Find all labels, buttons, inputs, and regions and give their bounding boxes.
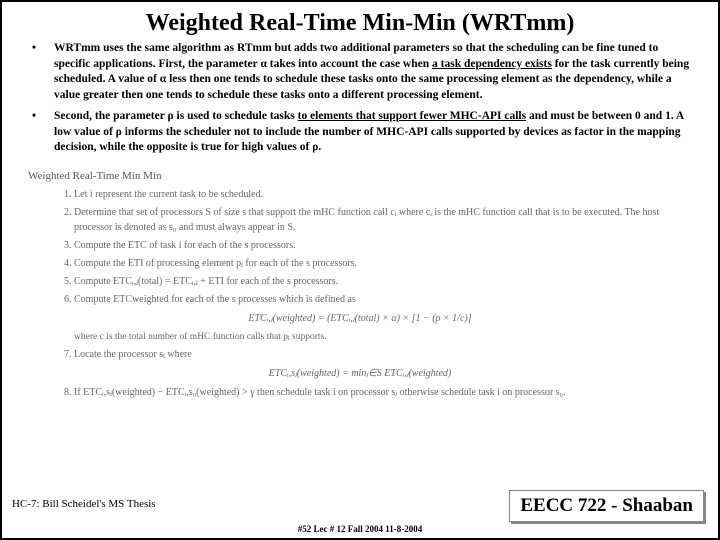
algo-step-5: Compute ETCᵢ,ⱼ(total) = ETCᵢ,ⱼ + ETI for… <box>74 274 692 289</box>
bullet-1: WRTmm uses the same algorithm as RTmm bu… <box>42 41 694 103</box>
algo-formula-1: ETCᵢ,ⱼ(weighted) = (ETCᵢ,ⱼ(total) × α) ×… <box>28 311 692 326</box>
algo-title: Weighted Real-Time Min Min <box>28 168 692 185</box>
bullet2-post: informs the scheduler not to include the… <box>54 126 681 154</box>
footer-center: #52 Lec # 12 Fall 2004 11-8-2004 <box>2 524 718 534</box>
bullet-list: WRTmm uses the same algorithm as RTmm bu… <box>2 41 718 156</box>
footer-right: EECC 722 - Shaaban <box>509 490 704 522</box>
slide-title: Weighted Real-Time Min-Min (WRTmm) <box>2 2 718 41</box>
algo-note-1: where c is the total number of mHC funct… <box>28 330 692 344</box>
algo-step-1: Let i represent the current task to be s… <box>74 187 692 202</box>
algorithm-block: Weighted Real-Time Min Min Let i represe… <box>2 162 718 401</box>
bullet2-end: . <box>318 141 321 153</box>
algo-step-7: Locate the processor sⱼ where <box>74 347 692 362</box>
algo-formula-2: ETCᵢ,sⱼ(weighted) = minⱼ∈S ETCᵢ,ⱼ(weight… <box>28 366 692 381</box>
algo-step-2: Determine that set of processors S of si… <box>74 205 692 235</box>
footer-left: HC-7: Bill Scheidel's MS Thesis <box>12 498 156 510</box>
bullet2-mid1: is used to schedule tasks <box>174 110 298 122</box>
algo-step-3: Compute the ETC of task i for each of th… <box>74 238 692 253</box>
algo-step-8: If ETCᵢ,sⱼ(weighted) − ETCᵢ,s₀(weighted)… <box>74 385 692 400</box>
bullet-2: Second, the parameter ρ is used to sched… <box>42 109 694 156</box>
bullet1-underline1: a task dependency exists <box>432 58 552 70</box>
bullet2-underline1: to elements that support fewer MHC-API c… <box>298 110 526 122</box>
bullet2-pre: Second, the parameter <box>54 110 168 122</box>
algo-step-4: Compute the ETI of processing element pⱼ… <box>74 256 692 271</box>
bullet1-mid1: takes into account the case when <box>267 58 432 70</box>
algo-step-6: Compute ETCweighted for each of the s pr… <box>74 292 692 307</box>
